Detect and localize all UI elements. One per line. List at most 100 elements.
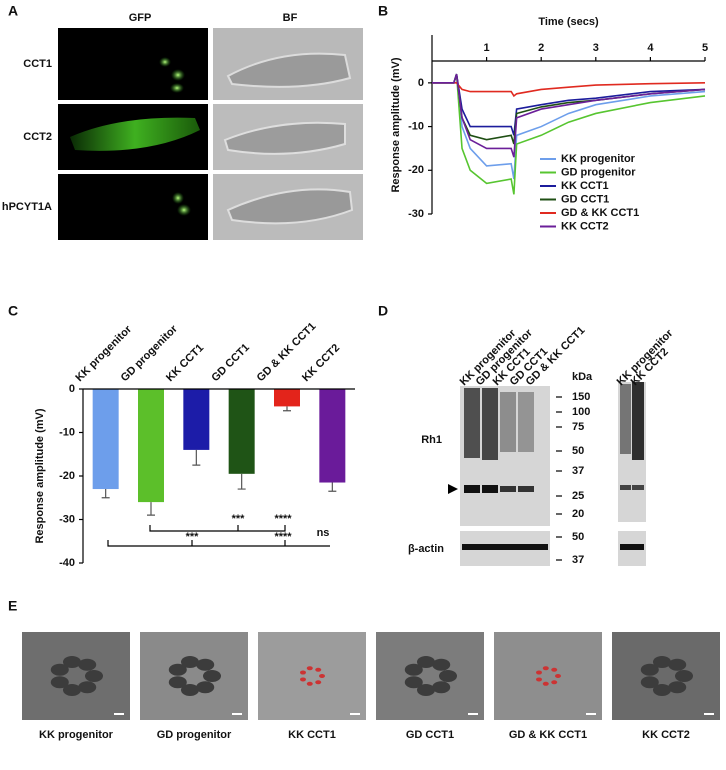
row-label: CCT1 (23, 58, 52, 70)
rhabdomere (299, 677, 306, 682)
image-label: GD progenitor (157, 729, 232, 741)
em-images (22, 632, 720, 720)
em-image (612, 632, 720, 720)
legend-label: GD & KK CCT1 (561, 207, 639, 219)
rhabdomere (535, 677, 542, 682)
rhabdomere (85, 670, 103, 682)
marker-label: 50 (572, 531, 584, 543)
marker-label: 100 (572, 406, 590, 418)
marker-label: 37 (572, 465, 584, 477)
rhabdomere (319, 674, 325, 678)
bar (92, 389, 119, 490)
column-label: GFP (129, 12, 152, 24)
image-label: GD & KK CCT1 (509, 729, 587, 741)
error-bar (192, 449, 201, 466)
y-tick-label: 0 (418, 77, 424, 89)
significance-brackets (107, 525, 330, 547)
em-image (376, 632, 484, 720)
y-tick-label: 0 (69, 383, 75, 395)
bar (274, 389, 300, 407)
unit-label: kDa (572, 371, 593, 383)
rhabdomere (675, 670, 693, 682)
category-label: KK CCT1 (164, 342, 206, 384)
legend-label: GD CCT1 (561, 193, 609, 205)
rhabdomere (432, 681, 451, 694)
y-tick-label: -10 (408, 120, 424, 132)
rhabdomere (203, 670, 221, 682)
marker-label: 50 (572, 445, 584, 457)
rhabdomere (555, 674, 561, 678)
trace (432, 82, 706, 98)
rhabdomere (668, 681, 687, 694)
image-label: GD CCT1 (406, 729, 454, 741)
rhabdomere (306, 681, 313, 686)
rhabdomere (416, 684, 435, 697)
rhabdomere (652, 684, 671, 697)
rhabdomere (196, 681, 215, 694)
panel-label: B (378, 3, 388, 19)
legend-label: GD progenitor (561, 166, 636, 178)
em-image (258, 632, 366, 720)
row-label: Rh1 (421, 434, 442, 446)
rhabdomere (652, 655, 671, 668)
rhabdomere (78, 681, 97, 694)
rhabdomere (78, 658, 97, 671)
bar (138, 389, 164, 503)
y-tick-label: -10 (59, 426, 75, 438)
image-label: KK progenitor (39, 729, 114, 741)
bar (183, 389, 210, 450)
significance: **** (274, 531, 292, 543)
rhabdomere (315, 680, 322, 685)
row-label: CCT2 (23, 131, 52, 143)
rhabdomere (640, 663, 659, 676)
y-tick-label: -20 (59, 470, 75, 482)
rhabdomere (416, 655, 435, 668)
x-axis-label: Time (secs) (538, 16, 599, 28)
legend-label: KK CCT1 (561, 180, 609, 192)
error-bar (283, 406, 291, 412)
column-label: BF (283, 12, 298, 24)
rhabdomere (315, 667, 322, 672)
bar (319, 389, 346, 483)
em-image (494, 632, 602, 720)
significance: **** (274, 513, 292, 525)
ladder-ticks (556, 396, 562, 561)
panel-label: A (8, 3, 18, 19)
panel-a-images (58, 28, 363, 240)
rhabdomere (668, 658, 687, 671)
x-tick-label: 4 (647, 42, 654, 54)
category-label: GD CCT1 (209, 342, 252, 385)
row-label: β-actin (408, 543, 444, 555)
x-tick-label: 1 (484, 42, 490, 54)
marker-label: 75 (572, 421, 584, 433)
y-tick-label: -20 (408, 164, 424, 176)
rhabdomere (196, 658, 215, 671)
x-tick-label: 5 (702, 42, 708, 54)
rhabdomere (306, 666, 313, 671)
image-label: KK CCT2 (642, 729, 690, 741)
rhabdomere (168, 676, 187, 689)
western-blots (448, 382, 646, 566)
rhabdomere (404, 663, 423, 676)
rhabdomere (50, 663, 69, 676)
rhabdomere (535, 670, 542, 675)
rhabdomere (404, 676, 423, 689)
legend-label: KK progenitor (561, 153, 636, 165)
rhabdomere (542, 666, 549, 671)
error-bar (237, 473, 246, 490)
y-axis-label: Response amplitude (mV) (390, 57, 402, 192)
rhabdomere (551, 680, 558, 685)
marker-label: 150 (572, 391, 590, 403)
error-bar (328, 482, 337, 492)
significance: *** (186, 531, 200, 543)
panel-label: D (378, 303, 388, 319)
significance: *** (232, 513, 246, 525)
panel-label: E (8, 598, 17, 614)
em-image (22, 632, 130, 720)
bar (228, 389, 255, 474)
marker-label: 20 (572, 508, 584, 520)
rhabdomere (168, 663, 187, 676)
rhabdomere (542, 681, 549, 686)
y-axis-label: Response amplitude (mV) (34, 408, 46, 543)
